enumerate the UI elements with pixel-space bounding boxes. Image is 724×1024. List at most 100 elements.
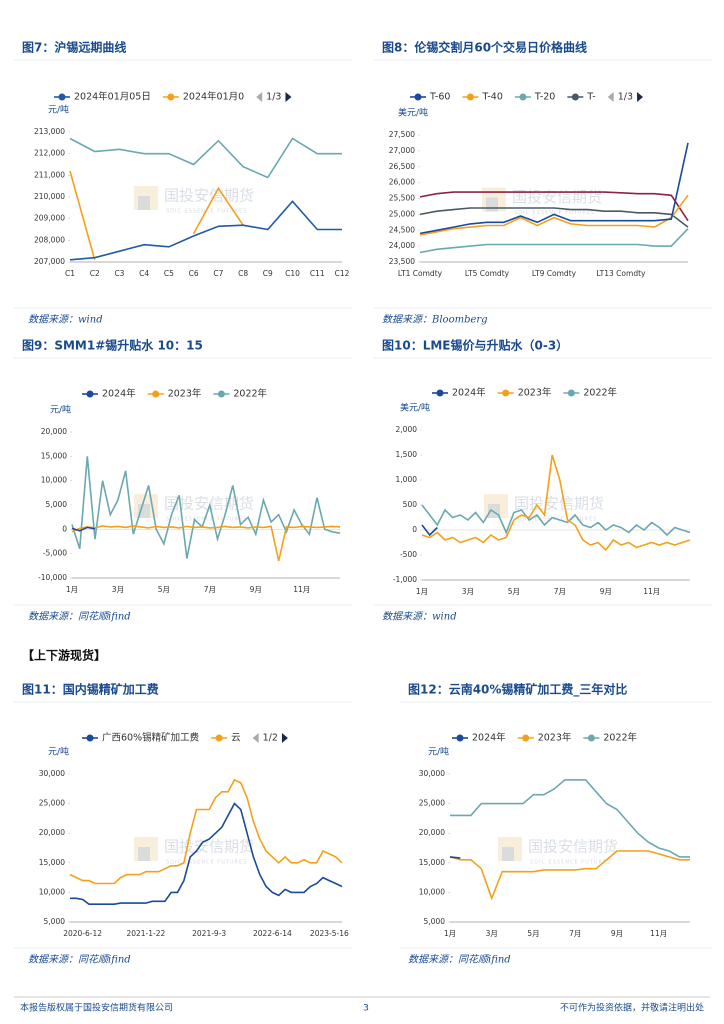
x-tick-label: 7月 bbox=[204, 585, 216, 594]
legend-swatch bbox=[152, 390, 160, 398]
legend-prev bbox=[607, 92, 614, 102]
y-tick-label: 210,000 bbox=[34, 192, 65, 201]
x-tick-label: LT1 Comdty bbox=[398, 269, 443, 278]
legend-label: 2022年 bbox=[583, 387, 617, 399]
y-tick-label: 26,500 bbox=[389, 162, 415, 171]
watermark-logo bbox=[138, 847, 150, 861]
figure-title: 图8：伦锡交割月60个交易日价格曲线 bbox=[382, 40, 587, 55]
watermark-logo bbox=[138, 196, 150, 210]
figure-title: 图7：沪锡远期曲线 bbox=[22, 40, 126, 55]
legend-label: 云 bbox=[231, 733, 241, 744]
figure-source: 数据来源：同花顺ifind bbox=[28, 611, 131, 623]
legend-swatch bbox=[414, 93, 422, 101]
y-tick-label: -500 bbox=[400, 550, 417, 559]
footer-right: 不可作为投资依据，并敬请注明出处 bbox=[560, 1002, 704, 1014]
y-tick-label: 10,000 bbox=[39, 887, 65, 896]
x-tick-label: C9 bbox=[263, 269, 273, 278]
watermark: 国投安信期货 bbox=[164, 838, 254, 856]
watermark: 国投安信期货 bbox=[514, 495, 604, 513]
y-tick-label: 5,000 bbox=[424, 917, 446, 926]
legend-page: 1/3 bbox=[618, 92, 633, 103]
legend-swatch bbox=[456, 734, 464, 742]
x-tick-label: 2023-5-16 bbox=[310, 929, 349, 938]
x-tick-label: 2020-6-12 bbox=[63, 929, 102, 938]
y-tick-label: 211,000 bbox=[34, 170, 65, 179]
y-tick-label: 0 bbox=[62, 524, 67, 533]
x-tick-label: 9月 bbox=[250, 585, 262, 594]
legend-next bbox=[281, 733, 288, 743]
legend-label: 2022年 bbox=[233, 388, 267, 400]
legend-label: T- bbox=[586, 92, 595, 103]
series-line bbox=[421, 524, 438, 537]
x-tick-label: 7月 bbox=[554, 587, 566, 596]
x-tick-label: 3月 bbox=[462, 587, 474, 596]
y-tick-label: -5,000 bbox=[43, 549, 67, 558]
series-line bbox=[450, 779, 690, 858]
x-tick-label: LT13 Comdty bbox=[597, 269, 646, 278]
legend-swatch bbox=[567, 389, 575, 397]
legend-swatch bbox=[519, 93, 527, 101]
legend-swatch bbox=[522, 734, 530, 742]
y-tick-label: 27,000 bbox=[389, 146, 415, 155]
legend-swatch bbox=[215, 734, 223, 742]
x-tick-label: 1月 bbox=[66, 585, 78, 594]
y-tick-label: 1,500 bbox=[396, 450, 418, 459]
y-unit: 美元/吨 bbox=[400, 402, 430, 414]
y-tick-label: 15,000 bbox=[419, 858, 445, 867]
y-tick-label: 20,000 bbox=[39, 828, 65, 837]
x-tick-label: 3月 bbox=[486, 929, 498, 938]
x-tick-label: 2022-6-14 bbox=[253, 929, 292, 938]
x-tick-label: C4 bbox=[139, 269, 149, 278]
y-tick-label: 212,000 bbox=[34, 149, 65, 158]
x-tick-label: 11月 bbox=[650, 929, 667, 938]
series-line bbox=[419, 142, 689, 235]
legend-label: 2024年 bbox=[472, 732, 506, 744]
legend-label: 2023年 bbox=[168, 388, 202, 400]
y-tick-label: 15,000 bbox=[41, 451, 67, 460]
legend-label: 2024年01月0 bbox=[183, 91, 244, 103]
legend-next bbox=[637, 92, 644, 102]
watermark-logo bbox=[502, 847, 514, 861]
figure-title: 图11：国内锡精矿加工费 bbox=[22, 682, 159, 697]
x-tick-label: LT5 Comdty bbox=[465, 269, 510, 278]
figure-title: 图12：云南40%锡精矿加工费_三年对比 bbox=[408, 682, 627, 698]
legend-swatch bbox=[466, 93, 474, 101]
legend-label: 2023年 bbox=[518, 387, 552, 399]
x-tick-label: 5月 bbox=[508, 587, 520, 596]
x-tick-label: 11月 bbox=[643, 587, 660, 596]
legend-swatch bbox=[587, 734, 595, 742]
section-heading: 【上下游现货】 bbox=[22, 648, 106, 663]
legend-swatch bbox=[167, 93, 175, 101]
legend-swatch bbox=[502, 389, 510, 397]
figure-source: 数据来源：wind bbox=[382, 611, 457, 623]
x-tick-label: C5 bbox=[164, 269, 174, 278]
x-tick-label: 1月 bbox=[416, 587, 428, 596]
x-tick-label: C2 bbox=[90, 269, 100, 278]
legend-swatch bbox=[217, 390, 225, 398]
y-tick-label: 207,000 bbox=[34, 257, 65, 266]
series-line bbox=[421, 504, 691, 537]
legend-prev bbox=[252, 733, 259, 743]
y-tick-label: 209,000 bbox=[34, 214, 65, 223]
x-tick-label: 11月 bbox=[293, 585, 310, 594]
watermark-logo bbox=[486, 197, 498, 212]
legend-swatch bbox=[58, 93, 66, 101]
legend-label: 2023年 bbox=[538, 732, 572, 744]
y-tick-label: 27,500 bbox=[389, 130, 415, 139]
legend-label: 2022年 bbox=[603, 732, 637, 744]
y-unit: 元/吨 bbox=[428, 746, 449, 758]
legend-page: 1/2 bbox=[263, 733, 278, 744]
legend-swatch bbox=[436, 389, 444, 397]
y-tick-label: 1,000 bbox=[396, 475, 418, 484]
legend-label: T-40 bbox=[481, 92, 502, 103]
legend-swatch bbox=[86, 734, 94, 742]
series-line bbox=[69, 170, 244, 261]
y-tick-label: 26,000 bbox=[389, 178, 415, 187]
x-tick-label: 5月 bbox=[527, 929, 539, 938]
y-tick-label: 500 bbox=[403, 500, 418, 509]
y-tick-label: 20,000 bbox=[419, 828, 445, 837]
legend-label: 2024年 bbox=[452, 387, 486, 399]
x-tick-label: 5月 bbox=[158, 585, 170, 594]
y-tick-label: 15,000 bbox=[39, 858, 65, 867]
